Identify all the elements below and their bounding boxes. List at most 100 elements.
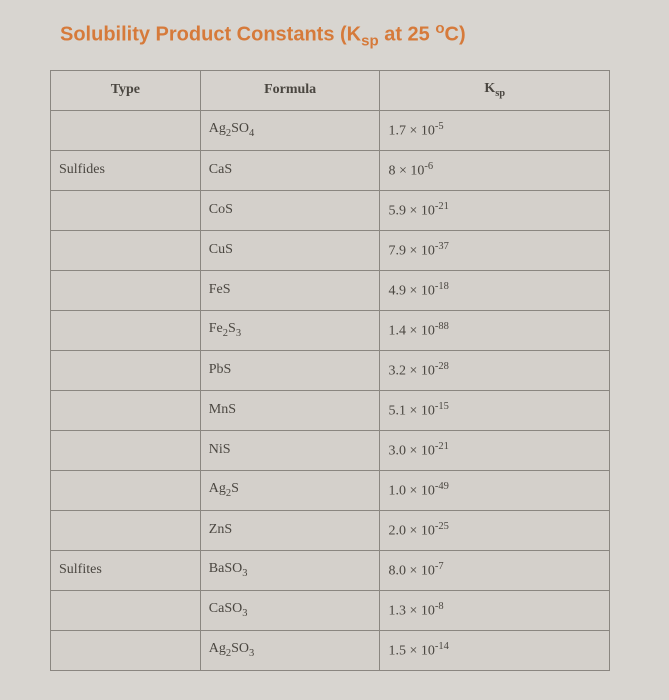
ksp-exp: -25 [435, 521, 449, 532]
page-title: Solubility Product Constants (Ksp at 25 … [60, 20, 639, 50]
ksp-exp: -8 [435, 601, 444, 612]
table-row: CoS 5.9 × 10-21 [51, 190, 610, 230]
cell-ksp: 1.3 × 10-8 [380, 590, 610, 630]
cell-formula: BaSO3 [200, 550, 380, 590]
table-row: PbS 3.2 × 10-28 [51, 350, 610, 390]
cell-formula: PbS [200, 350, 380, 390]
header-row: Type Formula Ksp [51, 70, 610, 110]
page-container: Solubility Product Constants (Ksp at 25 … [0, 0, 669, 700]
cell-ksp: 8 × 10-6 [380, 150, 610, 190]
cell-ksp: 7.9 × 10-37 [380, 230, 610, 270]
ksp-coef: 1.3 × 10 [388, 603, 434, 618]
ksp-exp: -21 [435, 441, 449, 452]
cell-ksp: 1.0 × 10-49 [380, 470, 610, 510]
cell-formula: Ag2SO3 [200, 630, 380, 670]
formula-pre: Ag [209, 481, 226, 496]
ksp-coef: 8 × 10 [388, 163, 424, 178]
title-mid: at 25 [379, 24, 436, 46]
header-ksp-sub: sp [495, 88, 505, 99]
table-row: Ag2SO4 1.7 × 10-5 [51, 110, 610, 150]
table-row: SulfitesBaSO38.0 × 10-7 [51, 550, 610, 590]
ksp-exp: -6 [424, 161, 433, 172]
cell-ksp: 5.9 × 10-21 [380, 190, 610, 230]
cell-type [51, 270, 201, 310]
cell-type [51, 590, 201, 630]
ksp-exp: -49 [435, 481, 449, 492]
header-formula: Formula [200, 70, 380, 110]
formula-pre: FeS [209, 282, 231, 297]
table-row: SulfidesCaS8 × 10-6 [51, 150, 610, 190]
cell-formula: Ag2S [200, 470, 380, 510]
table-row: Ag2SO31.5 × 10-14 [51, 630, 610, 670]
ksp-coef: 3.2 × 10 [388, 363, 434, 378]
ksp-coef: 1.0 × 10 [388, 483, 434, 498]
formula-pre: CoS [209, 202, 233, 217]
cell-formula: CaSO3 [200, 590, 380, 630]
cell-formula: CaS [200, 150, 380, 190]
title-post: C) [445, 24, 466, 46]
cell-ksp: 1.4 × 10-88 [380, 310, 610, 350]
ksp-coef: 7.9 × 10 [388, 243, 434, 258]
formula-pre: Ag [209, 121, 226, 136]
cell-type [51, 190, 201, 230]
formula-sub1: 3 [242, 568, 247, 579]
cell-ksp: 3.2 × 10-28 [380, 350, 610, 390]
formula-sub2: 4 [249, 128, 254, 139]
formula-pre: BaSO [209, 561, 242, 576]
cell-ksp: 5.1 × 10-15 [380, 390, 610, 430]
ksp-exp: -21 [435, 201, 449, 212]
title-sub: sp [361, 33, 379, 50]
ksp-exp: -14 [435, 641, 449, 652]
cell-formula: CuS [200, 230, 380, 270]
formula-pre: CaS [209, 162, 232, 177]
formula-pre: CaSO [209, 601, 242, 616]
ksp-coef: 1.7 × 10 [388, 123, 434, 138]
table-row: Ag2S1.0 × 10-49 [51, 470, 610, 510]
formula-mid: SO [231, 641, 249, 656]
cell-ksp: 8.0 × 10-7 [380, 550, 610, 590]
ksp-exp: -88 [435, 321, 449, 332]
ksp-coef: 5.9 × 10 [388, 203, 434, 218]
formula-pre: PbS [209, 362, 232, 377]
formula-pre: NiS [209, 442, 231, 457]
ksp-coef: 1.4 × 10 [388, 323, 434, 338]
formula-pre: Fe [209, 321, 223, 336]
ksp-exp: -5 [435, 121, 444, 132]
table-body: Ag2SO41.7 × 10-5SulfidesCaS8 × 10-6CoS5.… [51, 110, 610, 670]
cell-ksp: 3.0 × 10-21 [380, 430, 610, 470]
header-ksp: Ksp [380, 70, 610, 110]
ksp-exp: -18 [435, 281, 449, 292]
cell-ksp: 2.0 × 10-25 [380, 510, 610, 550]
cell-formula: CoS [200, 190, 380, 230]
ksp-exp: -37 [435, 241, 449, 252]
formula-mid: S [228, 321, 236, 336]
formula-sub2: 3 [236, 328, 241, 339]
formula-sub2: 3 [249, 648, 254, 659]
table-row: CuS 7.9 × 10-37 [51, 230, 610, 270]
ksp-coef: 5.1 × 10 [388, 403, 434, 418]
cell-formula: NiS [200, 430, 380, 470]
cell-formula: Ag2SO4 [200, 110, 380, 150]
cell-type [51, 430, 201, 470]
formula-sub1: 3 [242, 608, 247, 619]
cell-type [51, 630, 201, 670]
cell-type: Sulfites [51, 550, 201, 590]
table-row: ZnS2.0 × 10-25 [51, 510, 610, 550]
cell-type [51, 350, 201, 390]
ksp-exp: -15 [435, 401, 449, 412]
formula-mid: SO [231, 121, 249, 136]
cell-type [51, 310, 201, 350]
ksp-exp: -7 [435, 561, 444, 572]
cell-ksp: 1.5 × 10-14 [380, 630, 610, 670]
cell-formula: ZnS [200, 510, 380, 550]
ksp-table: Type Formula Ksp Ag2SO41.7 × 10-5Sulfide… [50, 70, 610, 671]
table-row: MnS5.1 × 10-15 [51, 390, 610, 430]
cell-type [51, 390, 201, 430]
formula-mid: S [231, 481, 239, 496]
table-row: CaSO31.3 × 10-8 [51, 590, 610, 630]
formula-pre: CuS [209, 242, 233, 257]
cell-ksp: 4.9 × 10-18 [380, 270, 610, 310]
header-type: Type [51, 70, 201, 110]
table-row: FeS 4.9 × 10-18 [51, 270, 610, 310]
cell-type [51, 110, 201, 150]
